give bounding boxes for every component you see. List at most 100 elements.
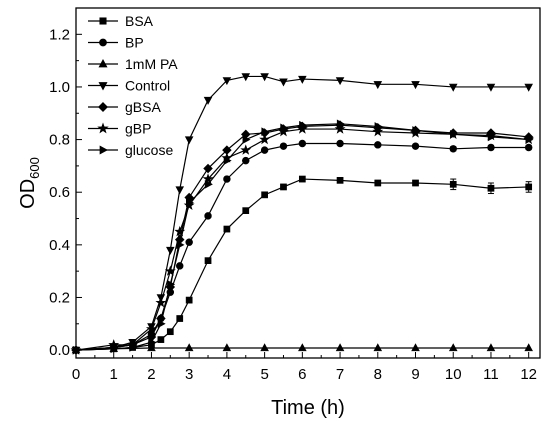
data-point-gbsa: [203, 163, 213, 174]
data-point-glucose: [374, 122, 383, 131]
data-point-control: [166, 246, 175, 255]
x-axis-ticks: 0 1 2 3 4 5 6 7 8 9 10 11 12: [72, 352, 537, 383]
data-point-control: [260, 73, 269, 82]
y-axis-title-main: OD: [17, 179, 39, 209]
data-point-1mm-pa: [298, 343, 307, 352]
data-point-1mm-pa: [448, 343, 458, 352]
data-point-control: [222, 77, 232, 86]
x-tick-label: 3: [185, 366, 193, 383]
legend-label-1mm-pa: 1mM PA: [125, 56, 178, 72]
legend-marker-gbsa: [98, 102, 108, 112]
data-point-control: [279, 78, 288, 87]
data-point-bsa: [280, 183, 287, 191]
data-point-gbp: [145, 323, 157, 334]
series-line-bsa: [75, 178, 529, 351]
y-tick-label: 1.0: [49, 79, 70, 96]
data-point-bsa: [487, 184, 495, 192]
data-point-bsa: [204, 257, 212, 264]
data-point-control: [298, 75, 307, 84]
data-point-bp: [298, 139, 307, 148]
plot-frame: [75, 7, 541, 359]
data-point-1mm-pa: [147, 343, 156, 352]
data-point-glucose: [185, 198, 194, 208]
legend-label-gbsa: gBSA: [125, 99, 161, 115]
data-point-gbp: [259, 133, 271, 145]
data-point-control: [524, 83, 533, 92]
data-point-bp: [374, 141, 382, 149]
legend-label-bsa: BSA: [125, 13, 154, 29]
data-point-control: [486, 83, 496, 92]
data-point-glucose: [167, 280, 176, 289]
data-point-bsa: [176, 315, 184, 322]
y-axis-title-subscript: 600: [27, 157, 42, 179]
data-point-glucose: [487, 132, 496, 142]
series-line-gbsa: [75, 124, 529, 351]
data-point-1mm-pa: [486, 343, 496, 352]
data-point-glucose: [204, 180, 213, 189]
data-point-bsa: [157, 336, 165, 343]
data-point-bsa: [242, 207, 250, 214]
legend-label-control: Control: [125, 78, 170, 94]
y-tick-label: 0.4: [49, 237, 70, 254]
data-point-bp: [487, 143, 495, 152]
data-point-bp: [336, 139, 344, 148]
data-point-bsa: [261, 191, 268, 199]
data-point-control: [203, 96, 213, 105]
data-point-glucose: [450, 130, 459, 139]
data-point-1mm-pa: [411, 343, 420, 352]
legend-marker-control: [98, 82, 108, 91]
data-point-bsa: [374, 179, 382, 187]
legend-marker-1mm-pa: [98, 58, 108, 68]
y-tick-label: 0.2: [49, 289, 70, 306]
data-point-glucose: [129, 343, 138, 352]
x-tick-label: 12: [520, 366, 537, 383]
data-point-gbp: [278, 125, 289, 137]
x-tick-label: 0: [72, 366, 80, 383]
data-point-bp: [204, 212, 212, 220]
data-point-bsa: [298, 175, 306, 183]
data-point-bp: [524, 143, 533, 152]
data-point-gbp: [334, 123, 346, 134]
plot-lines: [75, 75, 529, 351]
legend-label-bp: BP: [125, 35, 144, 51]
x-axis-title: Time (h): [271, 397, 345, 419]
data-point-bp: [176, 262, 184, 270]
data-point-bsa: [412, 179, 419, 187]
data-point-gbp: [174, 225, 186, 237]
x-tick-label: 9: [411, 366, 419, 383]
data-point-bsa: [525, 183, 533, 191]
data-point-1mm-pa: [335, 343, 345, 352]
data-point-bsa: [449, 180, 457, 188]
series-line-control: [75, 75, 529, 351]
data-point-control: [448, 83, 458, 92]
y-axis-title: OD600: [17, 157, 42, 209]
legend-marker-gbp: [97, 122, 109, 134]
data-point-glucose: [242, 135, 251, 144]
series-line-gbp: [75, 128, 529, 351]
x-tick-label: 4: [223, 366, 231, 383]
data-point-bp: [223, 175, 231, 183]
x-tick-label: 8: [374, 366, 382, 383]
data-point-control: [241, 73, 251, 82]
data-point-gbp: [240, 144, 252, 155]
data-point-glucose: [223, 156, 232, 165]
legend-marker-bp: [99, 38, 107, 47]
data-point-1mm-pa: [184, 343, 194, 352]
plot-markers: [70, 73, 535, 355]
data-point-bsa: [223, 225, 231, 233]
y-tick-label: 1.2: [49, 26, 70, 43]
x-tick-label: 2: [147, 366, 155, 383]
y-tick-label: 0.0: [49, 342, 70, 359]
data-point-bp: [449, 145, 457, 153]
data-point-1mm-pa: [373, 343, 383, 352]
data-point-bp: [279, 142, 288, 150]
legend-marker-bsa: [99, 17, 107, 25]
data-point-bp: [411, 142, 420, 150]
data-point-glucose: [148, 337, 157, 347]
data-point-gbp: [155, 296, 167, 308]
data-point-bsa: [336, 177, 344, 184]
x-tick-label: 11: [483, 366, 499, 383]
data-point-glucose: [525, 135, 534, 144]
data-point-1mm-pa: [260, 343, 269, 352]
data-point-glucose: [299, 120, 308, 130]
